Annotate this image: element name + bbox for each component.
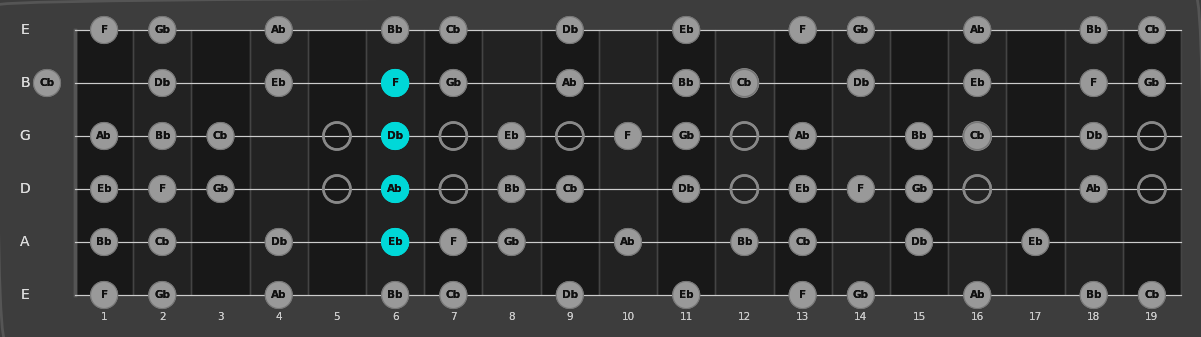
Text: 4: 4: [275, 312, 282, 322]
Circle shape: [440, 69, 467, 96]
Bar: [483, 30, 540, 295]
Bar: [133, 30, 191, 295]
Bar: [1064, 30, 1123, 295]
Bar: [540, 30, 599, 295]
Text: Eb: Eb: [679, 25, 693, 35]
Bar: [948, 30, 1006, 295]
Circle shape: [848, 17, 874, 43]
Text: F: F: [1091, 78, 1098, 88]
Circle shape: [382, 69, 408, 96]
Text: Ab: Ab: [795, 131, 811, 141]
Text: 18: 18: [1087, 312, 1100, 322]
Text: Gb: Gb: [679, 131, 694, 141]
Text: Cb: Cb: [1145, 290, 1159, 300]
Text: Ab: Ab: [1086, 184, 1101, 194]
Circle shape: [90, 123, 118, 150]
Bar: [832, 30, 890, 295]
Text: 1: 1: [101, 312, 107, 322]
Text: D: D: [19, 182, 30, 196]
Text: Db: Db: [679, 184, 694, 194]
Text: 5: 5: [334, 312, 340, 322]
Circle shape: [207, 176, 234, 203]
Text: Bb: Bb: [736, 237, 752, 247]
Circle shape: [149, 123, 175, 150]
Circle shape: [1139, 281, 1165, 308]
Circle shape: [1139, 17, 1165, 43]
Circle shape: [906, 123, 932, 150]
Text: Db: Db: [154, 78, 171, 88]
Circle shape: [440, 281, 467, 308]
Circle shape: [848, 176, 874, 203]
Circle shape: [149, 228, 175, 255]
Text: F: F: [799, 290, 806, 300]
Bar: [1006, 30, 1064, 295]
Text: Eb: Eb: [97, 184, 112, 194]
Text: F: F: [450, 237, 456, 247]
Text: 12: 12: [737, 312, 751, 322]
Text: F: F: [101, 290, 108, 300]
Text: 11: 11: [680, 312, 693, 322]
Circle shape: [90, 17, 118, 43]
Circle shape: [789, 123, 817, 150]
Text: 6: 6: [392, 312, 399, 322]
Text: Ab: Ab: [96, 131, 112, 141]
Text: F: F: [392, 78, 399, 88]
Circle shape: [673, 17, 700, 43]
Circle shape: [207, 123, 234, 150]
Text: 9: 9: [567, 312, 573, 322]
Text: 7: 7: [450, 312, 456, 322]
Text: G: G: [19, 129, 30, 143]
Circle shape: [673, 176, 700, 203]
Text: Gb: Gb: [912, 184, 927, 194]
Text: Cb: Cb: [795, 237, 811, 247]
Text: Cb: Cb: [562, 184, 578, 194]
Bar: [424, 30, 483, 295]
Text: F: F: [101, 290, 108, 300]
Text: Cb: Cb: [213, 131, 228, 141]
Text: Bb: Bb: [1086, 25, 1101, 35]
Bar: [657, 30, 716, 295]
Text: 6: 6: [392, 312, 399, 322]
Text: B: B: [20, 76, 30, 90]
Text: F: F: [799, 25, 806, 35]
Text: Ab: Ab: [1086, 184, 1101, 194]
Circle shape: [90, 228, 118, 255]
Text: Cb: Cb: [1145, 25, 1159, 35]
Bar: [74, 30, 1181, 295]
Text: Eb: Eb: [679, 290, 693, 300]
Bar: [191, 30, 250, 295]
Text: Gb: Gb: [503, 237, 520, 247]
Text: Bb: Bb: [1086, 290, 1101, 300]
Circle shape: [149, 281, 175, 308]
Circle shape: [1080, 17, 1107, 43]
Circle shape: [731, 228, 758, 255]
Circle shape: [149, 69, 175, 96]
Circle shape: [789, 176, 817, 203]
Circle shape: [963, 281, 991, 308]
Text: 2: 2: [159, 312, 166, 322]
Circle shape: [382, 228, 408, 255]
Text: F: F: [799, 25, 806, 35]
Circle shape: [498, 123, 525, 150]
Text: Db: Db: [853, 78, 868, 88]
Bar: [307, 30, 366, 295]
Circle shape: [963, 69, 991, 96]
Circle shape: [149, 176, 175, 203]
Circle shape: [556, 69, 584, 96]
Circle shape: [1139, 17, 1165, 43]
Circle shape: [265, 228, 292, 255]
Circle shape: [440, 228, 467, 255]
Circle shape: [963, 123, 991, 150]
Text: Eb: Eb: [97, 184, 112, 194]
Text: Gb: Gb: [446, 78, 461, 88]
Circle shape: [265, 17, 292, 43]
Circle shape: [848, 281, 874, 308]
Circle shape: [440, 17, 467, 43]
Circle shape: [440, 69, 467, 96]
Text: 15: 15: [913, 312, 926, 322]
Text: 19: 19: [1146, 312, 1159, 322]
Circle shape: [556, 281, 584, 308]
Text: 3: 3: [217, 312, 223, 322]
Bar: [890, 30, 948, 295]
